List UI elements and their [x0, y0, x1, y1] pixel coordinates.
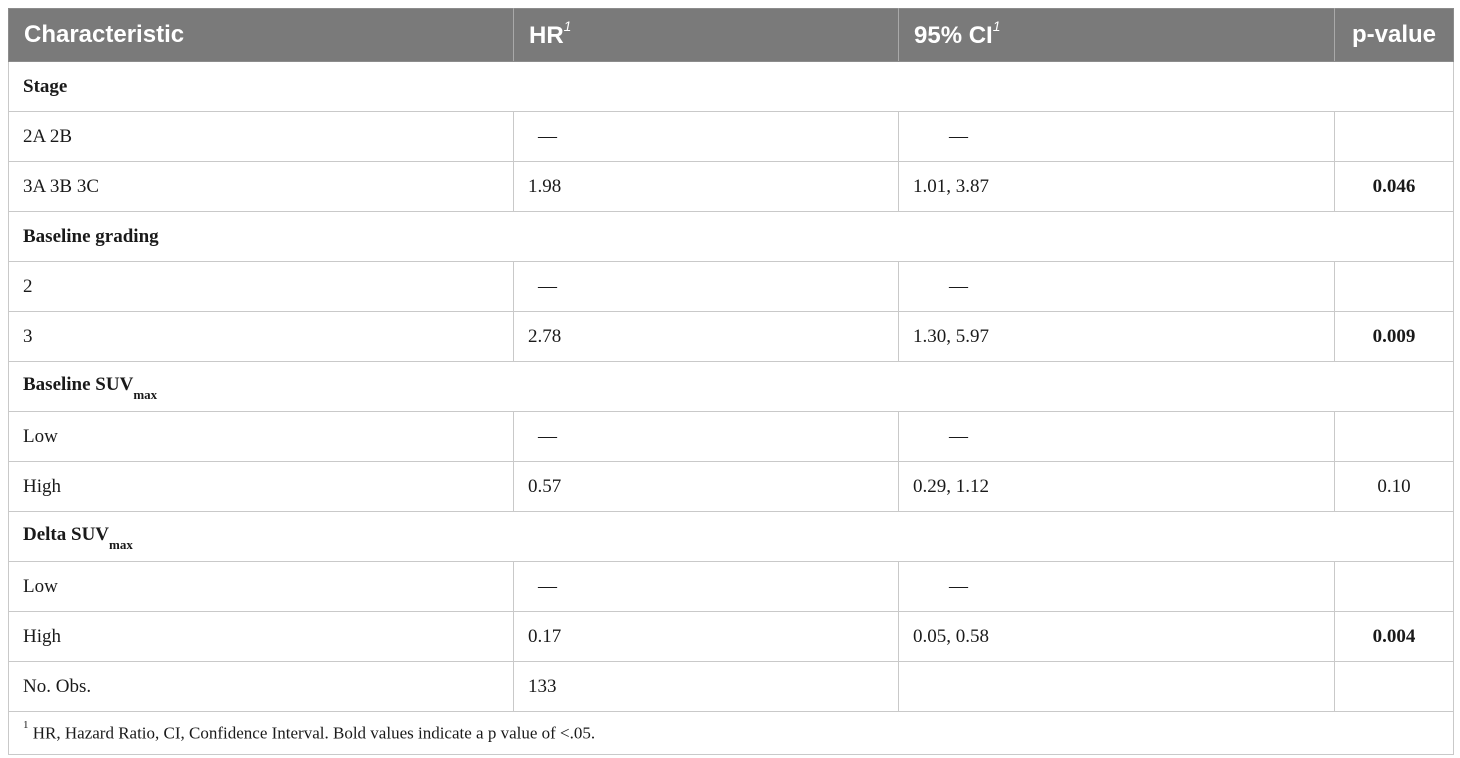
section-title-text: Baseline grading — [23, 225, 159, 247]
section-title-text: Delta SUV — [23, 524, 110, 546]
row-label: Low — [8, 411, 514, 462]
header-hr: HR1 — [513, 8, 899, 62]
observations-empty-pvalue — [1334, 661, 1454, 712]
hazard-ratio-table: Characteristic HR1 95% CI1 p-value Stage… — [8, 8, 1454, 755]
table-row: High 0.57 0.29, 1.12 0.10 — [8, 461, 1454, 512]
row-label: High — [8, 611, 514, 662]
results-table-container: Characteristic HR1 95% CI1 p-value Stage… — [8, 8, 1454, 755]
row-ci: 0.05, 0.58 — [898, 611, 1335, 662]
section-header-row: Delta SUVmax — [8, 511, 1454, 562]
row-label: 2 — [8, 261, 514, 312]
table-header: Characteristic HR1 95% CI1 p-value — [8, 8, 1454, 62]
row-ci: — — [898, 411, 1335, 462]
header-hr-label: HR — [529, 21, 564, 49]
header-ci: 95% CI1 — [898, 8, 1335, 62]
row-hr: 0.57 — [513, 461, 899, 512]
row-pvalue: 0.046 — [1334, 161, 1454, 212]
row-hr: 1.98 — [513, 161, 899, 212]
row-hr: — — [513, 561, 899, 612]
row-pvalue: 0.009 — [1334, 311, 1454, 362]
row-hr: — — [513, 411, 899, 462]
header-ci-footnote-marker: 1 — [992, 17, 1001, 34]
table-row: 3 2.78 1.30, 5.97 0.009 — [8, 311, 1454, 362]
table-row: 2— — — [8, 261, 1454, 312]
row-ci: — — [898, 261, 1335, 312]
row-label: High — [8, 461, 514, 512]
row-pvalue — [1334, 261, 1454, 312]
table-footer: 1 HR, Hazard Ratio, CI, Confidence Inter… — [8, 711, 1454, 755]
row-ci: — — [898, 111, 1335, 162]
row-pvalue — [1334, 411, 1454, 462]
section-title-subscript: max — [109, 536, 133, 552]
row-pvalue: 0.10 — [1334, 461, 1454, 512]
section-title-text: Baseline SUV — [23, 374, 134, 396]
header-row: Characteristic HR1 95% CI1 p-value — [8, 8, 1454, 62]
row-label: Low — [8, 561, 514, 612]
row-label: 2A 2B — [8, 111, 514, 162]
table-row: Low — — — [8, 561, 1454, 612]
table-row: High 0.17 0.05, 0.58 0.004 — [8, 611, 1454, 662]
header-ci-label: 95% CI — [914, 21, 993, 49]
section-title: Delta SUVmax — [8, 511, 1454, 562]
section-header-row: Baseline SUVmax — [8, 361, 1454, 412]
row-pvalue: 0.004 — [1334, 611, 1454, 662]
observations-empty-ci — [898, 661, 1335, 712]
section-title: Stage — [8, 61, 1454, 112]
row-label: 3A 3B 3C — [8, 161, 514, 212]
row-ci: 1.30, 5.97 — [898, 311, 1335, 362]
footnote: 1 HR, Hazard Ratio, CI, Confidence Inter… — [8, 711, 1454, 755]
section-header-row: Stage — [8, 61, 1454, 112]
section-title-text: Stage — [23, 75, 68, 97]
row-pvalue — [1334, 111, 1454, 162]
footnote-text: HR, Hazard Ratio, CI, Confidence Interva… — [32, 723, 596, 743]
table-row: 2A 2B — — — [8, 111, 1454, 162]
row-pvalue — [1334, 561, 1454, 612]
section-title: Baseline SUVmax — [8, 361, 1454, 412]
row-hr: 0.17 — [513, 611, 899, 662]
footnote-row: 1 HR, Hazard Ratio, CI, Confidence Inter… — [8, 711, 1454, 755]
header-pvalue-label: p-value — [1351, 21, 1437, 48]
row-hr: 2.78 — [513, 311, 899, 362]
section-header-row: Baseline grading — [8, 211, 1454, 262]
row-label: 3 — [8, 311, 514, 362]
row-ci: 0.29, 1.12 — [898, 461, 1335, 512]
observations-label: No. Obs. — [8, 661, 514, 712]
section-title-subscript: max — [133, 386, 158, 402]
header-pvalue: p-value — [1334, 8, 1454, 62]
section-title: Baseline grading — [8, 211, 1454, 262]
observations-row: No. Obs. 133 — [8, 661, 1454, 712]
header-characteristic: Characteristic — [8, 8, 514, 62]
row-hr: — — [513, 111, 899, 162]
header-hr-footnote-marker: 1 — [563, 17, 572, 34]
table-body: Stage 2A 2B — —3A 3B 3C 1.98 1.01, 3.87 0.046 B… — [8, 61, 1454, 712]
observations-value: 133 — [513, 661, 899, 712]
row-hr: — — [513, 261, 899, 312]
header-characteristic-label: Characteristic — [24, 21, 185, 48]
table-row: Low — — — [8, 411, 1454, 462]
row-ci: 1.01, 3.87 — [898, 161, 1335, 212]
footnote-marker: 1 — [23, 718, 29, 731]
row-ci: — — [898, 561, 1335, 612]
table-row: 3A 3B 3C 1.98 1.01, 3.87 0.046 — [8, 161, 1454, 212]
